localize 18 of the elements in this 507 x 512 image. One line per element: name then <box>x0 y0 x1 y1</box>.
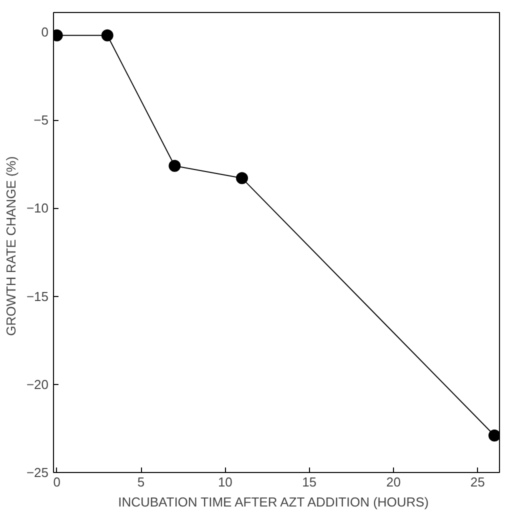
point <box>168 160 181 172</box>
y-tick-label: −10 <box>26 200 49 216</box>
point <box>101 29 114 42</box>
x-tick-label: 15 <box>302 474 317 490</box>
y-tick-label: −15 <box>26 288 49 304</box>
y-tick-label: 0 <box>41 24 49 40</box>
x-tick-label: 10 <box>218 474 232 490</box>
y-tick-label: −5 <box>34 112 49 128</box>
y-tick-label: −20 <box>26 376 49 392</box>
x-tick-label: 0 <box>53 474 60 490</box>
point <box>236 172 248 184</box>
point <box>488 430 500 442</box>
y-axis-title: GROWTH RATE CHANGE (%) <box>3 156 18 336</box>
y-tick-label: −25 <box>26 465 49 480</box>
x-tick-label: 5 <box>137 474 145 490</box>
x-axis-title: INCUBATION TIME AFTER AZT ADDITION (HOURS) <box>118 494 429 510</box>
x-tick-label: 20 <box>386 474 401 490</box>
x-tick-label: 25 <box>470 474 485 490</box>
